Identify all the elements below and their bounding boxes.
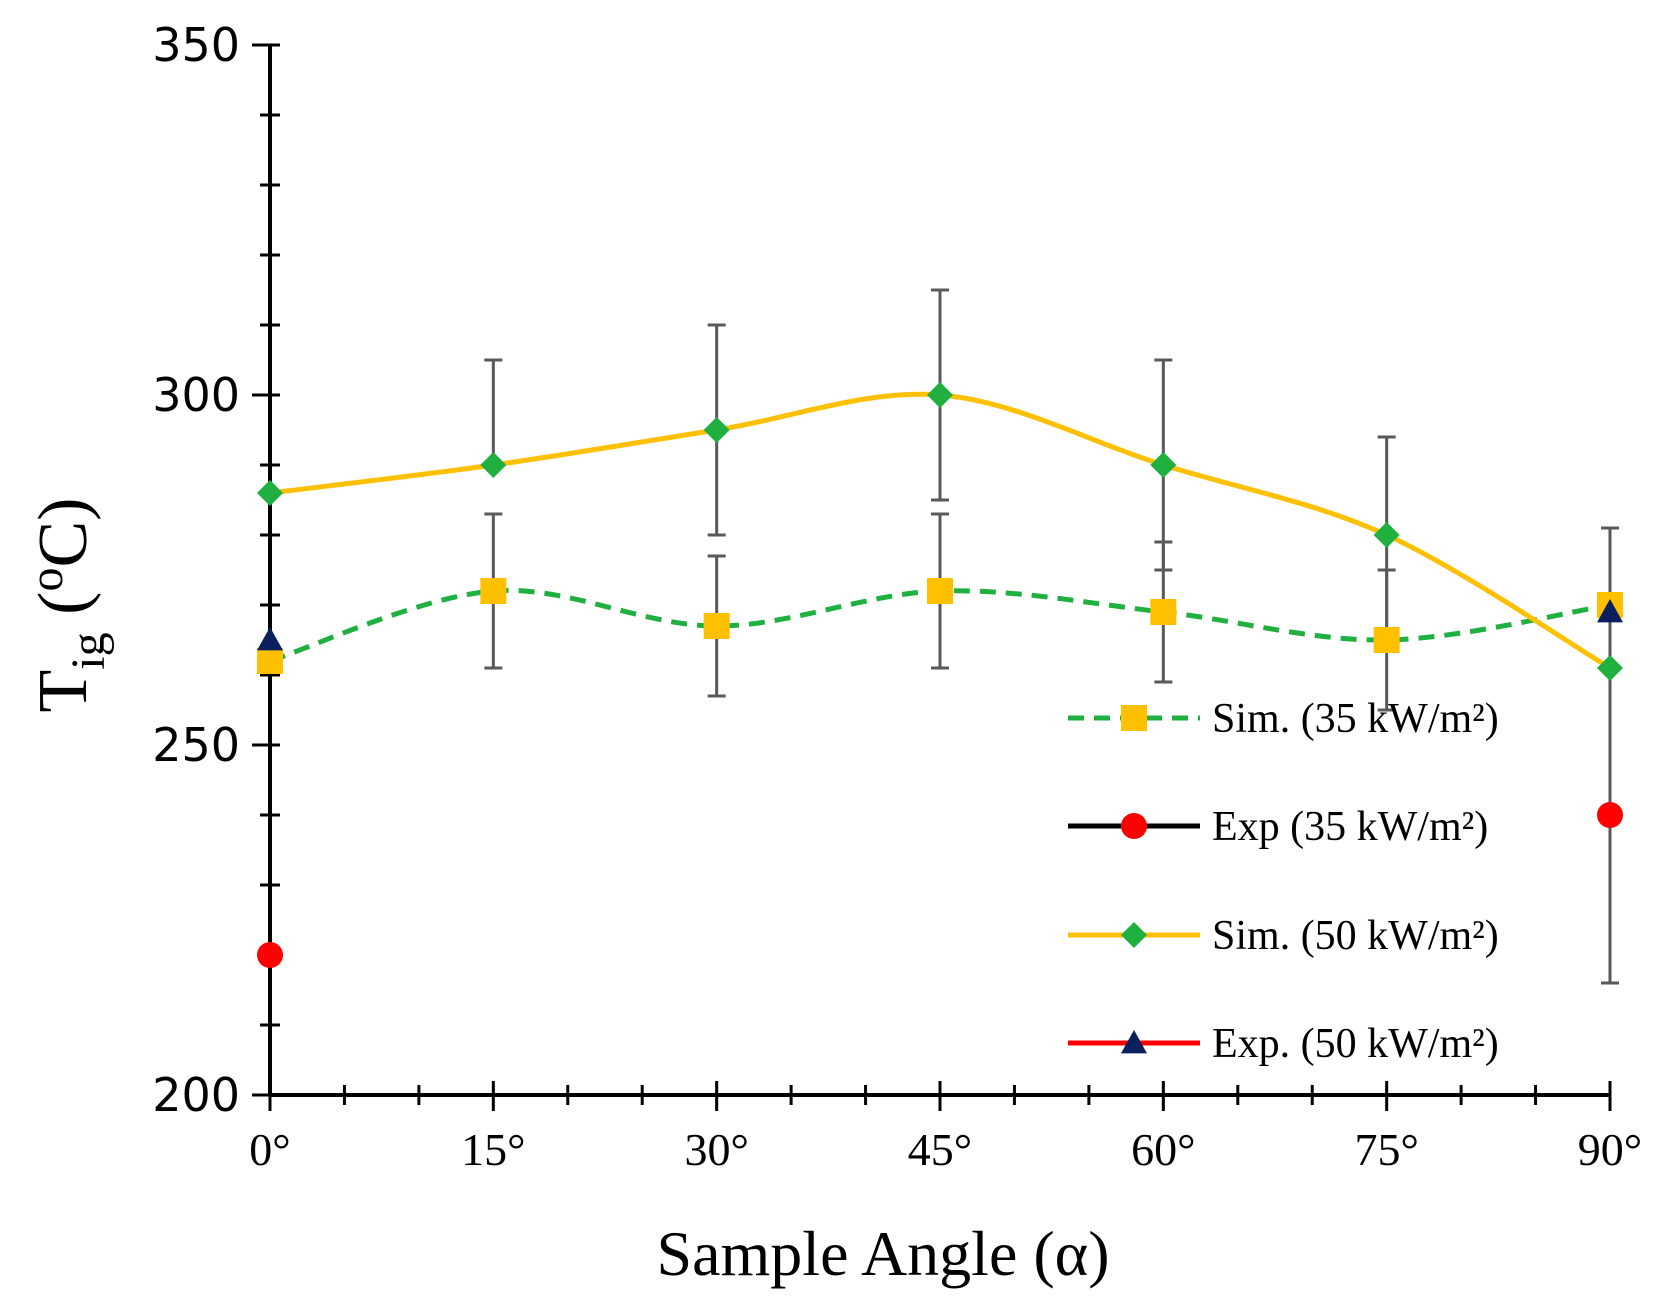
data-point-series-1 [1150,599,1177,625]
y-axis-title-sup: o [20,568,73,592]
legend-label-3: Sim. (50 kW/m²) [1212,913,1499,959]
x-tick-label: 75° [1354,1124,1418,1175]
data-point-series-3 [927,382,953,408]
legend-label-2: Exp (35 kW/m²) [1212,804,1488,850]
y-axis-title-close: C) [25,498,102,568]
legend-marker-1 [1121,705,1147,731]
data-point-series-2 [1597,802,1623,828]
x-tick-label: 15° [461,1124,525,1175]
data-point-series-4 [1597,599,1623,623]
x-tick-label: 45° [908,1124,972,1175]
series-markers [257,382,1623,968]
data-point-series-1 [703,613,730,639]
y-tick-label: 350 [152,18,240,72]
y-tick-label: 200 [152,1068,240,1122]
svg-text:Tig (oC): Tig (oC) [20,498,115,713]
data-point-series-1 [480,578,507,604]
x-tick-label: 60° [1131,1124,1195,1175]
data-point-series-3 [703,417,730,443]
legend-label-4: Exp. (50 kW/m²) [1212,1021,1499,1067]
legend-marker-4 [1121,1030,1147,1054]
x-tick-label: 90° [1578,1124,1642,1175]
data-point-series-3 [1597,655,1623,681]
x-axis-title: Sample Angle (α) [657,1218,1110,1289]
y-axis-title-open: ( [25,592,102,633]
y-axis-title: Tig (oC) [20,498,115,713]
data-point-series-3 [1373,522,1400,548]
axes: 200 250 300 350 0° 15° 30° 45° 60° 75° 90° [152,18,1642,1175]
data-point-series-3 [257,480,283,506]
y-axis-title-sub: ig [62,632,115,669]
data-point-series-4 [257,627,283,651]
y-axis-title-main: T [25,670,102,713]
data-point-series-1 [1373,627,1400,653]
y-tick-label: 250 [152,718,240,772]
x-tick-label: 0° [249,1124,290,1175]
legend: Sim. (35 kW/m²) Exp (35 kW/m²) Sim. (50 kW… [1068,696,1499,1067]
x-tick-label: 30° [684,1124,748,1175]
legend-marker-2 [1121,813,1147,839]
data-point-series-1 [257,648,283,674]
legend-marker-3 [1121,922,1147,948]
legend-label-1: Sim. (35 kW/m²) [1212,696,1499,742]
data-point-series-3 [480,452,507,478]
y-tick-label: 300 [152,368,240,422]
data-point-series-1 [927,578,953,604]
data-point-series-2 [257,942,283,968]
data-point-series-3 [1150,452,1177,478]
